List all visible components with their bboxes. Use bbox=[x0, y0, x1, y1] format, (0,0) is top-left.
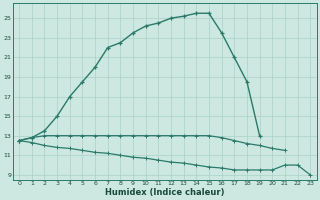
X-axis label: Humidex (Indice chaleur): Humidex (Indice chaleur) bbox=[105, 188, 224, 197]
